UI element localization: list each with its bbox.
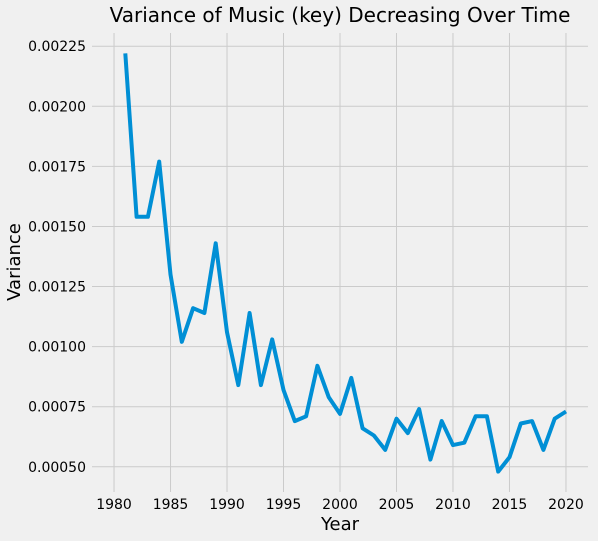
y-tick-label: 0.00225 xyxy=(28,39,86,55)
x-tick-label: 1985 xyxy=(153,497,189,513)
x-tick-label: 2005 xyxy=(379,497,415,513)
y-tick-label: 0.00200 xyxy=(28,99,86,115)
y-tick-label: 0.00075 xyxy=(28,400,86,416)
x-tick-label: 2015 xyxy=(492,497,528,513)
y-tick-label: 0.00150 xyxy=(28,219,86,235)
y-tick-label: 0.00125 xyxy=(28,280,86,296)
x-tick-label: 2000 xyxy=(322,497,358,513)
grid xyxy=(92,33,588,492)
series-line xyxy=(123,53,568,474)
series-layer xyxy=(123,53,568,474)
x-tick-label: 2020 xyxy=(548,497,584,513)
y-axis-label: Variance xyxy=(4,223,25,301)
chart-title: Variance of Music (key) Decreasing Over … xyxy=(110,3,571,27)
y-tick-label: 0.00100 xyxy=(28,340,86,356)
x-tick-label: 2010 xyxy=(435,497,471,513)
x-tick-label: 1995 xyxy=(266,497,302,513)
y-tick-label: 0.00050 xyxy=(28,460,86,476)
y-tick-label: 0.00175 xyxy=(28,159,86,175)
x-tick-label: 1990 xyxy=(209,497,245,513)
tick-labels: 1980 1985 1990 1995 2000 2005 2010 2015 2020 0.00… xyxy=(28,39,584,513)
x-axis-label: Year xyxy=(320,514,360,535)
x-tick-label: 1980 xyxy=(96,497,132,513)
